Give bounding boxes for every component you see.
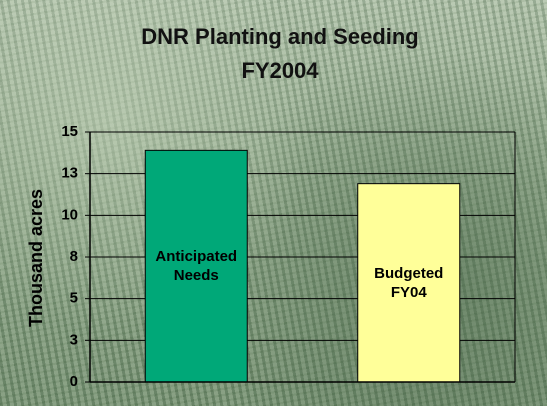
y-tick-label: 13 (61, 165, 78, 182)
y-axis-label: Thousand acres (26, 189, 46, 327)
bar-label: Budgeted FY04 (374, 264, 444, 301)
y-tick-label: 5 (70, 290, 78, 307)
chart-title: DNR Planting and Seeding (141, 24, 418, 49)
chart-subtitle: FY2004 (241, 58, 319, 83)
bar (144, 149, 248, 383)
y-tick-label: 15 (61, 123, 78, 140)
y-tick-label: 3 (70, 331, 78, 348)
y-tick-label: 0 (70, 373, 78, 390)
bar-label: Anticipated Needs (155, 248, 238, 285)
y-tick-label: 8 (70, 248, 78, 265)
y-tick-label: 10 (61, 206, 78, 223)
